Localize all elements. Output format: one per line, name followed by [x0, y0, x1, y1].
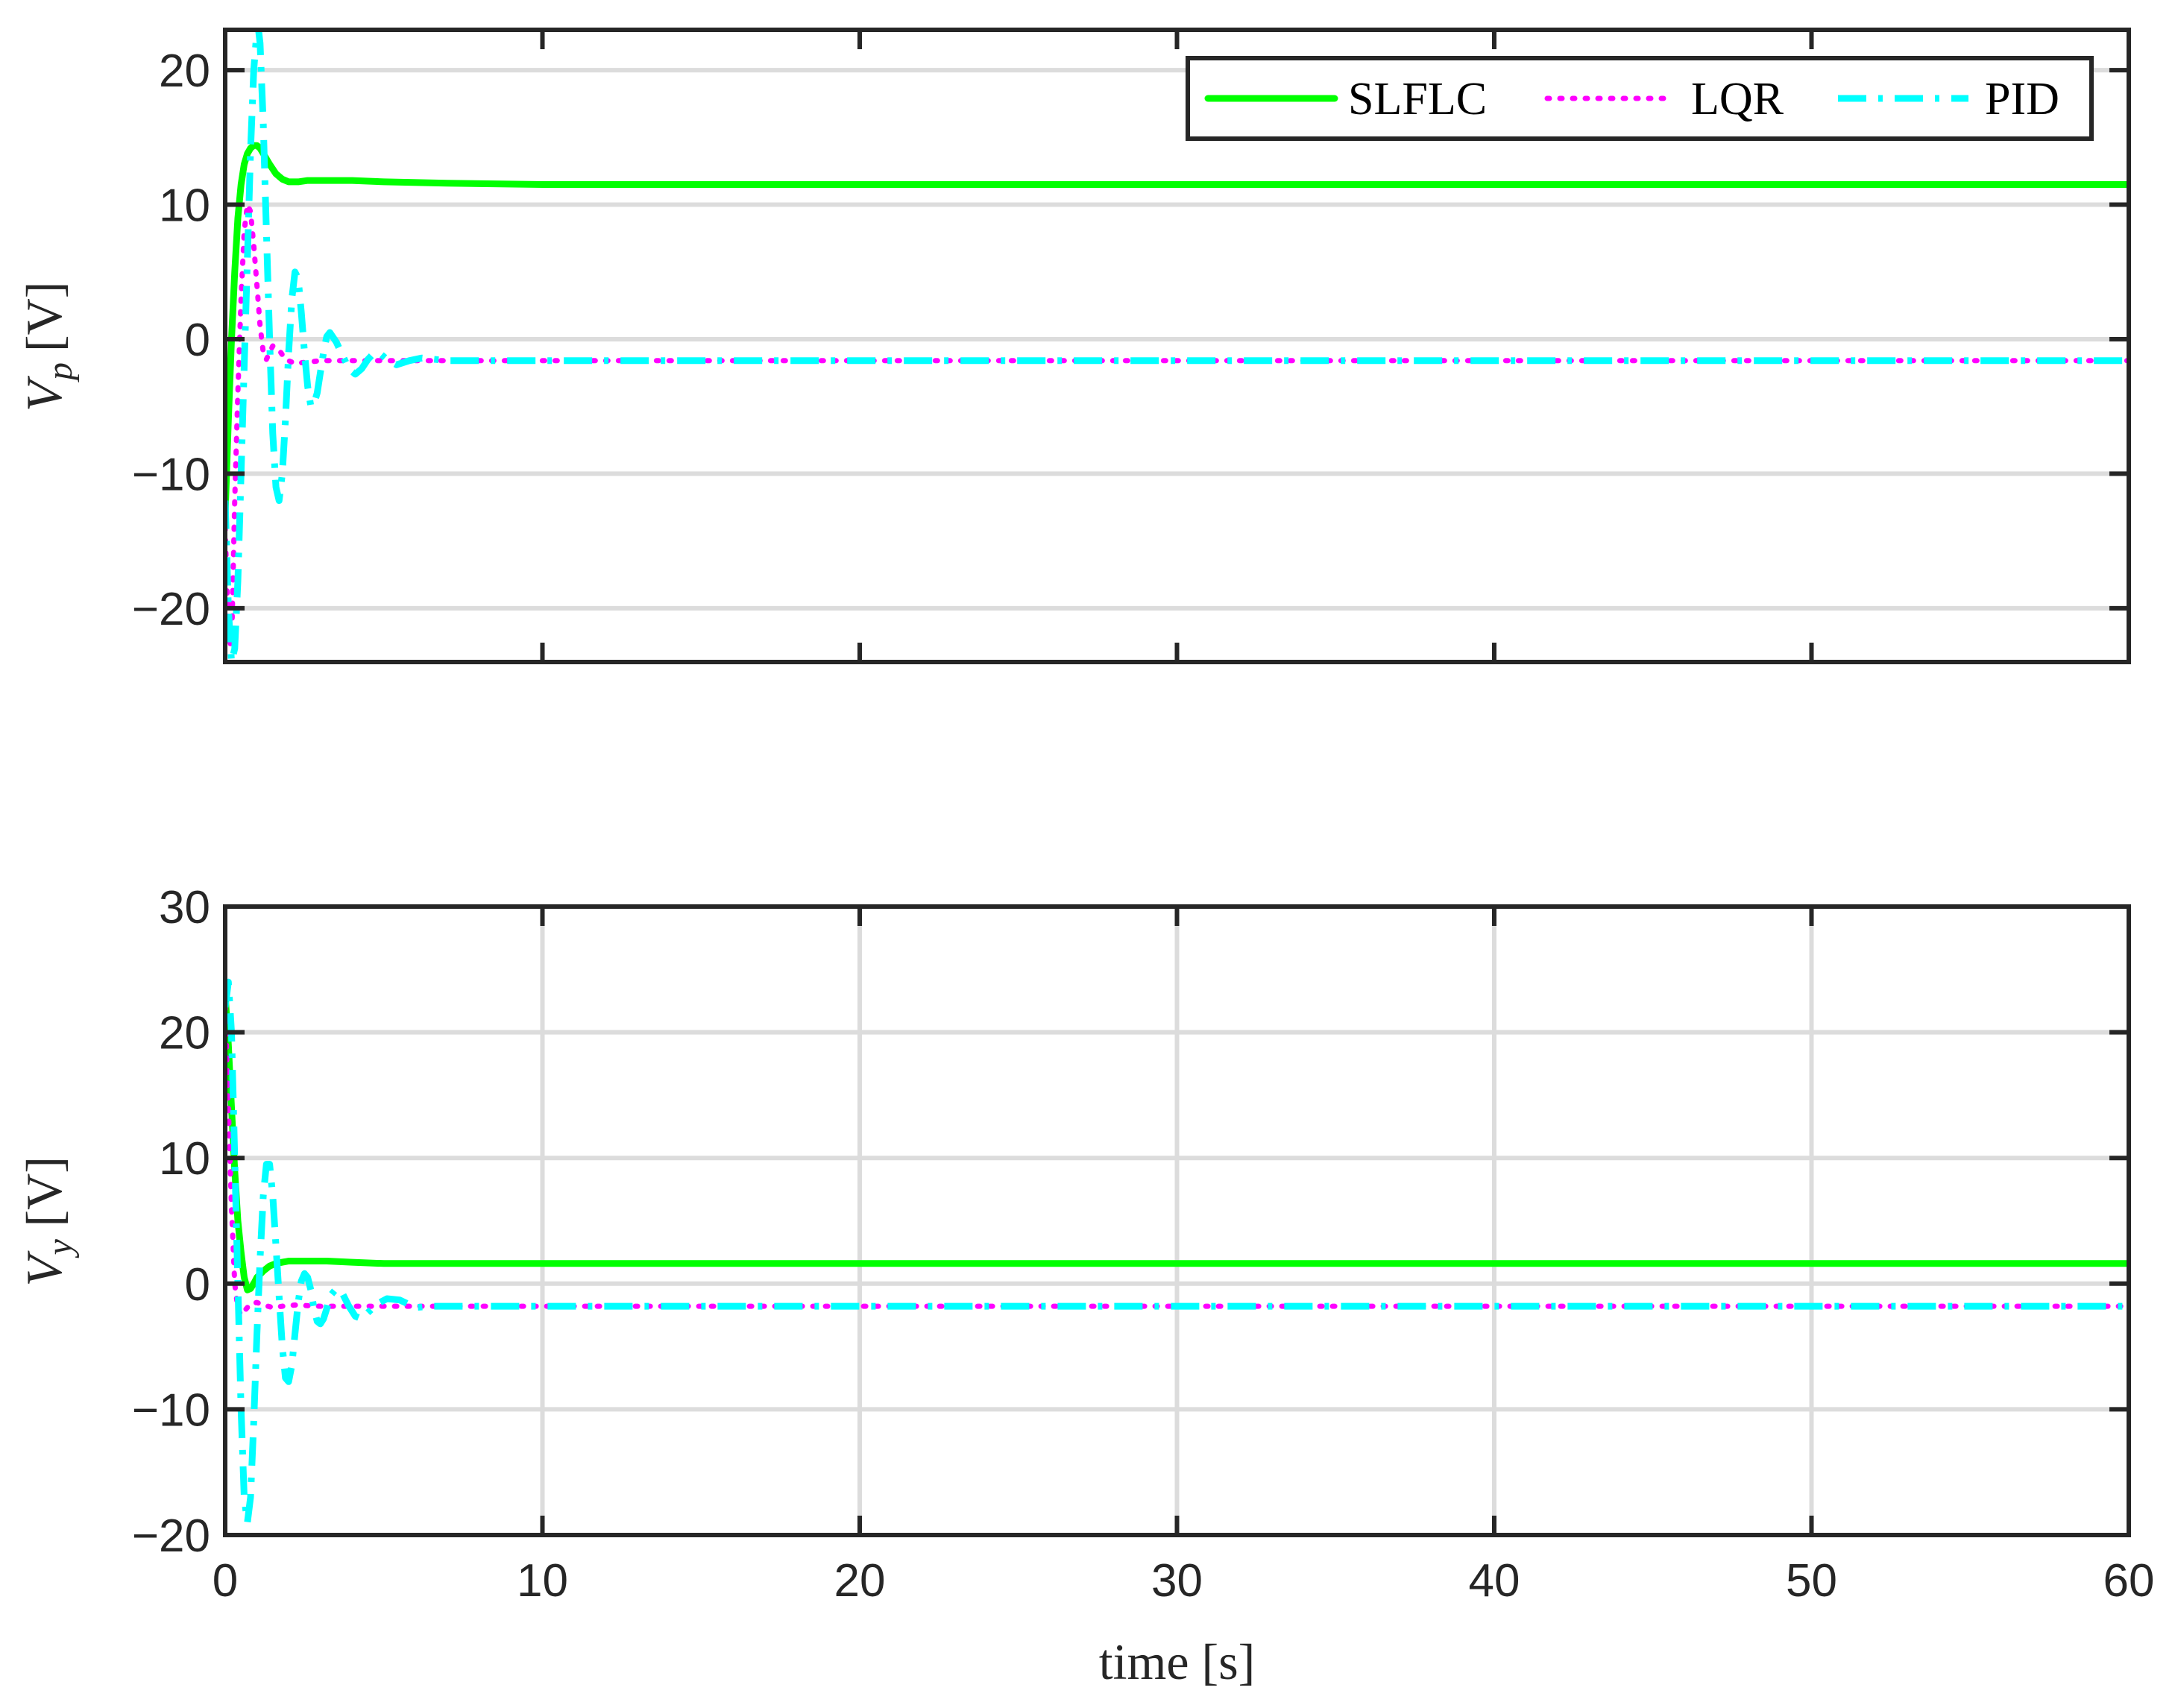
bottom-axes-frame — [223, 904, 2131, 1537]
ylabel-subscript: p — [40, 362, 80, 382]
xtick-label: 0 — [213, 1555, 238, 1607]
legend-label-lqr: LQR — [1691, 74, 1784, 125]
x-axis-label: time [s] — [1099, 1633, 1256, 1690]
xtick-label: 60 — [2103, 1555, 2155, 1607]
series-line-pid — [225, 30, 2129, 662]
ylabel-unit: [V] — [16, 282, 72, 352]
ytick-label: −20 — [132, 584, 210, 635]
series-line-lqr — [225, 202, 2129, 652]
ylabel-main: V — [16, 375, 72, 412]
ytick-label: 20 — [159, 1008, 210, 1059]
ytick-label: 10 — [159, 1133, 210, 1185]
top-axes-ticks: −20 −10 0 10 20 — [132, 30, 2131, 662]
top-axes-ylabel: V p [V] — [16, 282, 80, 412]
ytick-label: −10 — [132, 449, 210, 500]
bottom-axes-series — [225, 978, 2129, 1526]
xtick-label: 40 — [1469, 1555, 1520, 1607]
ylabel-subscript: y — [40, 1239, 80, 1259]
bottom-axes-ylabel: V y [V] — [16, 1156, 80, 1286]
legend-label-slflc: SLFLC — [1348, 74, 1487, 125]
top-axes-frame — [223, 28, 2131, 664]
xtick-label: 10 — [517, 1555, 568, 1607]
series-line-lqr — [225, 1004, 2129, 1318]
bottom-axes-ticks: −20 −10 0 10 20 30 0 10 20 30 40 50 60 — [132, 882, 2155, 1607]
ytick-label: −10 — [132, 1384, 210, 1436]
ylabel-main: V — [16, 1250, 72, 1287]
ytick-label: 20 — [159, 45, 210, 97]
xtick-label: 30 — [1151, 1555, 1203, 1607]
ytick-label: −20 — [132, 1510, 210, 1562]
xtick-label: 20 — [834, 1555, 886, 1607]
bottom-axes-grid — [223, 904, 2131, 1537]
xtick-label: 50 — [1786, 1555, 1837, 1607]
ytick-label: 0 — [185, 1259, 210, 1311]
bottom-axes: −20 −10 0 10 20 30 0 10 20 30 40 50 60 V y [V] time … — [16, 882, 2154, 1690]
legend: SLFLC LQR PID — [1186, 56, 2094, 141]
legend-label-pid: PID — [1985, 74, 2059, 125]
series-line-pid — [225, 978, 2129, 1526]
ytick-label: 10 — [159, 180, 210, 232]
ylabel-unit: [V] — [16, 1156, 72, 1226]
top-axes-series — [225, 30, 2129, 662]
ytick-label: 30 — [159, 882, 210, 933]
ytick-label: 0 — [185, 315, 210, 366]
series-line-slflc — [225, 142, 2129, 517]
